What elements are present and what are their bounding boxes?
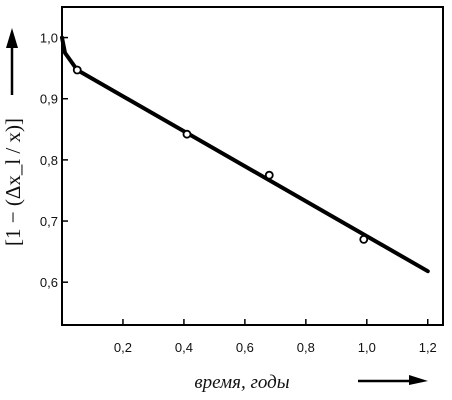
x-axis-arrow	[358, 375, 428, 385]
x-axis-title: время, годы	[194, 372, 289, 393]
x-tick-label: 1,0	[358, 340, 376, 355]
data-point	[72, 65, 82, 75]
x-tick-label: 0,6	[236, 340, 254, 355]
y-tick-label: 0,6	[40, 275, 58, 290]
data-point	[264, 170, 274, 180]
y-tick-label: 1,0	[40, 31, 58, 46]
y-tick-label: 0,7	[40, 214, 58, 229]
y-axis-arrow	[6, 28, 18, 95]
series	[60, 35, 430, 274]
data-point	[182, 129, 192, 139]
data-point	[359, 234, 369, 244]
x-tick-label: 0,4	[175, 340, 193, 355]
y-axis-title: [1 − (Δx_l / x)]	[1, 118, 25, 246]
x-tick-label: 0,2	[114, 340, 132, 355]
plot-frame	[61, 6, 444, 326]
x-tick-label: 1,2	[419, 340, 437, 355]
series-line	[60, 35, 430, 274]
x-tick-label: 0,8	[297, 340, 315, 355]
y-tick-label: 0,8	[40, 153, 58, 168]
tick-labels: 0,2 0,4 0,6 0,8 1,0 1,2 1,0 0,9 0,8 0,7 0,6	[40, 31, 437, 355]
y-tick-label: 0,9	[40, 92, 58, 107]
ticks	[62, 36, 429, 325]
